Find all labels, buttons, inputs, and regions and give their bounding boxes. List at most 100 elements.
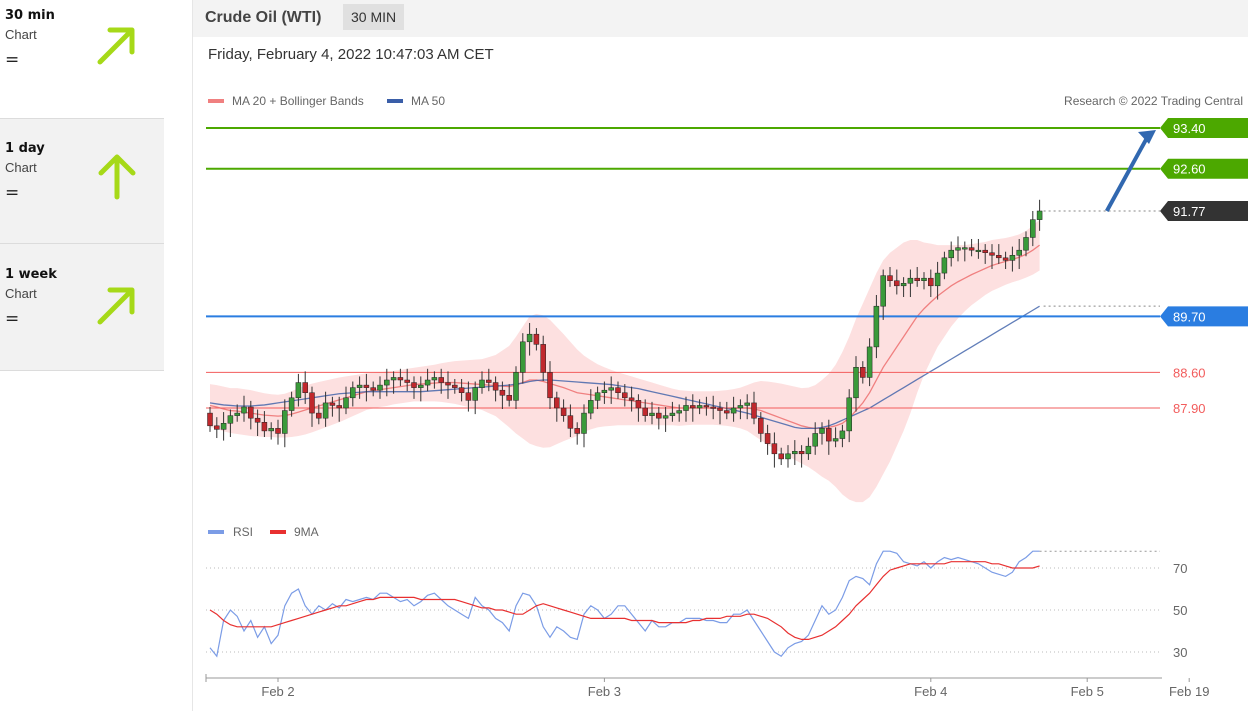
panel-divider	[192, 0, 193, 711]
candle-body	[220, 423, 227, 430]
candle-body	[656, 412, 662, 419]
legend-ma50-swatch	[387, 99, 403, 103]
candle-body	[520, 341, 526, 373]
candle-body	[690, 405, 696, 409]
candle-body	[418, 384, 424, 388]
timeframe-badge[interactable]: 30 MIN	[343, 4, 405, 30]
level-label: 87.90	[1173, 401, 1206, 416]
candle-body	[540, 344, 546, 373]
candle-body	[955, 247, 961, 251]
candle-body	[764, 433, 771, 444]
timeframe-subtitle: Chart	[5, 286, 37, 301]
candle-body	[207, 412, 213, 427]
candle-body	[744, 402, 750, 406]
legend-ma20-swatch	[208, 99, 224, 103]
candle-body	[737, 405, 744, 409]
x-tick-label: Feb 5	[1071, 684, 1104, 699]
target-arrow-head	[1138, 130, 1156, 144]
candles-layer	[207, 199, 1043, 468]
candle-body	[397, 377, 404, 381]
x-axis: Feb 2 Feb 3 Feb 4 Feb 5 Feb 19	[205, 674, 1209, 699]
candle-body	[363, 384, 370, 388]
candle-body	[1016, 249, 1022, 256]
candle-body	[724, 410, 730, 414]
candle-body	[329, 402, 336, 406]
candle-body	[866, 346, 873, 378]
candle-body	[234, 412, 240, 416]
level-label: 93.40	[1173, 121, 1206, 136]
candle-body	[642, 407, 648, 416]
candle-body	[302, 382, 308, 393]
candle-body	[424, 379, 431, 386]
candle-body	[282, 410, 288, 434]
candle-body	[982, 249, 988, 253]
candle-body	[567, 415, 574, 429]
candle-body	[574, 428, 580, 434]
candle-body	[989, 252, 995, 256]
candle-body	[635, 400, 642, 409]
candle-body	[588, 400, 594, 414]
candle-body	[649, 412, 655, 416]
candle-body	[465, 392, 472, 401]
level-tag-resistance	[1160, 158, 1248, 179]
candle-body	[486, 379, 492, 383]
candle-body	[445, 382, 451, 386]
candle-body	[751, 402, 757, 419]
candle-body	[696, 405, 703, 409]
candle-body	[370, 387, 376, 391]
target-arrow-shaft	[1105, 135, 1150, 212]
candle-body	[601, 389, 608, 393]
candle-body	[431, 377, 438, 381]
candle-body	[322, 402, 329, 419]
legend-rsi-swatch	[208, 530, 224, 534]
candle-body	[771, 443, 778, 455]
copyright-text: Research © 2022 Trading Central	[1064, 94, 1243, 108]
level-label: 89.70	[1173, 309, 1206, 324]
candle-body	[458, 387, 465, 393]
rsi-9ma-line	[209, 561, 1040, 641]
legend-rsi-label: RSI	[233, 525, 253, 539]
candle-body	[832, 438, 839, 442]
candle-body	[608, 387, 614, 391]
timeframe-1day[interactable]: 1 day Chart =	[0, 118, 164, 244]
candle-body	[934, 272, 941, 287]
up-right-arrow-icon	[97, 27, 135, 65]
candle-body	[492, 382, 499, 391]
candle-body	[846, 397, 852, 432]
x-tick-label: Feb 2	[261, 684, 294, 699]
timeframe-1week[interactable]: 1 week Chart =	[0, 243, 164, 371]
candle-body	[628, 397, 635, 401]
timeframe-title: 30 min	[5, 8, 55, 23]
candle-body	[778, 453, 784, 460]
candle-body	[615, 387, 621, 393]
candle-body	[350, 387, 356, 399]
rsi-legend: RSI 9MA	[208, 525, 319, 539]
candle-body	[438, 377, 444, 383]
up-right-arrow-icon	[97, 287, 135, 325]
candle-body	[560, 407, 567, 416]
candle-body	[241, 406, 247, 414]
candle-body	[377, 384, 383, 391]
price-tags-layer: 93.40 92.60 91.77 89.70 88.60 87.90	[1160, 118, 1248, 416]
candle-body	[873, 305, 880, 348]
instrument-title: Crude Oil (WTI)	[205, 9, 322, 26]
level-tag-resistance	[1160, 118, 1248, 138]
rsi-gridlines: 30 50 70	[206, 561, 1187, 660]
candle-body	[975, 249, 982, 252]
candle-body	[479, 379, 485, 388]
candle-body	[472, 387, 478, 401]
candle-body	[1002, 257, 1009, 261]
candle-body	[452, 384, 458, 388]
chart-legend: MA 20 + Bollinger Bands MA 50 Research ©…	[208, 94, 1243, 108]
candle-body	[792, 451, 798, 455]
timeframe-subtitle: Chart	[5, 160, 37, 175]
rsi-tick-label: 50	[1173, 603, 1187, 618]
candle-body	[533, 333, 540, 345]
rsi-line	[209, 550, 1040, 658]
candle-body	[227, 415, 234, 424]
candle-body	[554, 397, 560, 409]
candle-body	[717, 407, 723, 411]
timeframe-30min[interactable]: 30 min Chart =	[0, 0, 164, 116]
timeframe-status: =	[5, 50, 20, 70]
candle-body	[547, 372, 553, 399]
